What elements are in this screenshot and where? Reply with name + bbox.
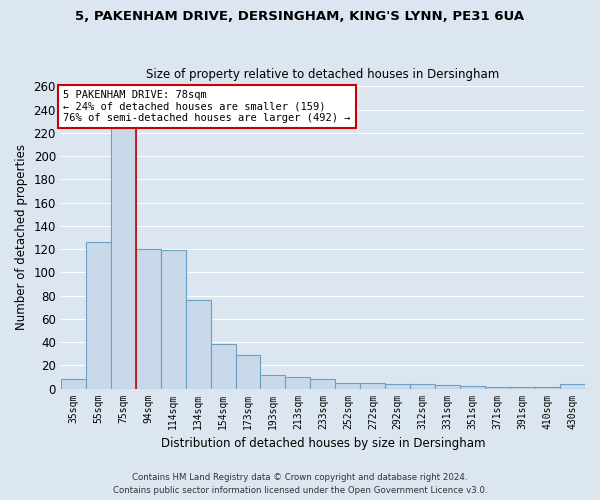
X-axis label: Distribution of detached houses by size in Dersingham: Distribution of detached houses by size …	[161, 437, 485, 450]
Bar	[310, 380, 335, 388]
Bar	[185, 300, 211, 388]
Bar	[111, 104, 136, 389]
Bar	[560, 384, 585, 388]
Bar	[385, 384, 410, 388]
Bar	[161, 250, 185, 388]
Bar	[361, 382, 385, 388]
Bar	[211, 344, 236, 389]
Title: Size of property relative to detached houses in Dersingham: Size of property relative to detached ho…	[146, 68, 500, 81]
Y-axis label: Number of detached properties: Number of detached properties	[15, 144, 28, 330]
Bar	[286, 377, 310, 388]
Bar	[260, 374, 286, 388]
Bar	[335, 382, 361, 388]
Bar	[61, 380, 86, 388]
Bar	[410, 384, 435, 388]
Text: 5, PAKENHAM DRIVE, DERSINGHAM, KING'S LYNN, PE31 6UA: 5, PAKENHAM DRIVE, DERSINGHAM, KING'S LY…	[76, 10, 524, 23]
Bar	[86, 242, 111, 388]
Bar	[460, 386, 485, 388]
Text: 5 PAKENHAM DRIVE: 78sqm
← 24% of detached houses are smaller (159)
76% of semi-d: 5 PAKENHAM DRIVE: 78sqm ← 24% of detache…	[63, 90, 351, 123]
Bar	[136, 249, 161, 388]
Bar	[236, 355, 260, 388]
Text: Contains HM Land Registry data © Crown copyright and database right 2024.
Contai: Contains HM Land Registry data © Crown c…	[113, 473, 487, 495]
Bar	[435, 385, 460, 388]
